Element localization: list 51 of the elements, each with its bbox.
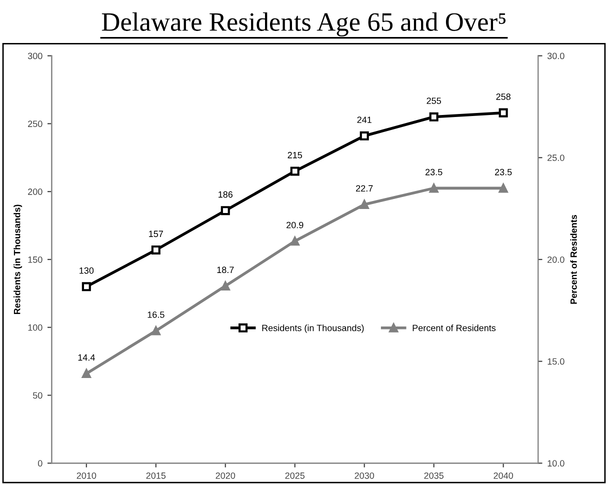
data-label: 23.5 xyxy=(495,168,512,176)
x-tick-label: 2025 xyxy=(285,472,305,479)
y-axis-title: Residents (in Thousands) xyxy=(14,204,22,314)
y2-axis-title: Percent of Residents xyxy=(570,214,577,304)
data-label: 22.7 xyxy=(356,185,373,192)
point xyxy=(220,206,230,216)
point xyxy=(498,108,508,118)
x-tick-label: 2030 xyxy=(354,472,374,479)
x-tick-label: 2040 xyxy=(494,472,514,479)
point xyxy=(360,200,369,209)
point xyxy=(429,184,438,193)
x-tick-label: 2020 xyxy=(216,472,236,479)
data-label: 186 xyxy=(218,191,233,198)
legend-label: Residents (in Thousands) xyxy=(262,324,364,333)
data-label: 258 xyxy=(496,94,510,100)
point xyxy=(290,166,300,176)
point xyxy=(498,184,508,193)
point xyxy=(82,282,91,292)
point xyxy=(290,236,300,246)
y2-tick-label: 30.0 xyxy=(547,52,564,60)
x-tick-label: 2015 xyxy=(146,472,166,479)
data-label: 18.7 xyxy=(217,266,234,274)
y-tick-label: 200 xyxy=(28,188,42,195)
data-label: 23.5 xyxy=(426,168,442,176)
x-tick-label: 2010 xyxy=(76,472,96,479)
legend-label: Percent of Residents xyxy=(412,324,496,332)
y-tick-label: 150 xyxy=(28,256,42,263)
point xyxy=(429,112,438,122)
y2-tick-label: 25.0 xyxy=(548,154,564,161)
point xyxy=(151,326,160,336)
data-label: 241 xyxy=(357,116,372,123)
y-tick-label: 100 xyxy=(28,324,42,331)
y-tick-label: 250 xyxy=(28,120,42,128)
y2-tick-label: 20.0 xyxy=(548,256,564,263)
chart-title: Delaware Residents Age 65 and Over⁵ xyxy=(102,12,506,36)
point xyxy=(151,245,160,254)
y-tick-label: 0 xyxy=(38,460,42,467)
data-label: 16.5 xyxy=(148,311,164,318)
data-label: 130 xyxy=(80,267,94,274)
y-tick-label: 300 xyxy=(28,52,42,60)
data-label: 157 xyxy=(149,230,163,238)
data-label: 255 xyxy=(426,98,442,104)
data-label: 20.9 xyxy=(286,222,304,228)
data-label: 14.4 xyxy=(78,354,95,361)
y-tick-label: 50 xyxy=(32,392,42,399)
point xyxy=(220,281,230,290)
data-label: 215 xyxy=(288,152,302,158)
y2-tick-label: 10.0 xyxy=(548,460,564,467)
point xyxy=(360,131,369,140)
y2-tick-label: 15.0 xyxy=(548,358,564,365)
x-tick-label: 2035 xyxy=(424,472,444,479)
